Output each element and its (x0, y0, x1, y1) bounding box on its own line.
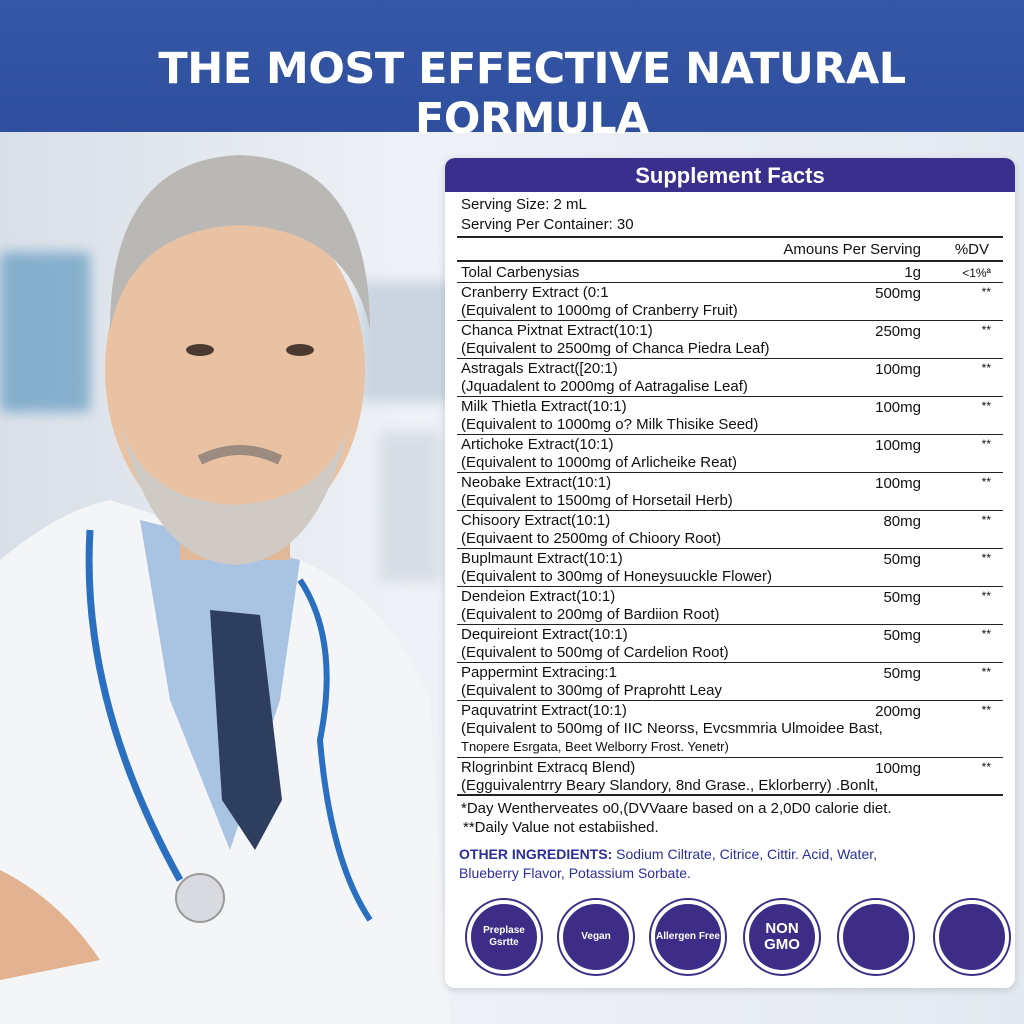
ingredient-name: Rlogrinbint Extracq Blend) (461, 759, 636, 776)
ingredient-row: Pappermint Extracing:1 (Equivalent to 30… (457, 663, 1003, 701)
ingredient-row: Dendeion Extract(10:1) (Equivalent to 20… (457, 587, 1003, 625)
ingredient-equivalent: (Equivalent to 500mg of IIC Neorss, Evcs… (461, 720, 883, 737)
ingredient-name: Paquvatrint Extract(10:1) (461, 702, 627, 719)
ingredient-row: Cranberry Extract (0:1 (Equivalent to 10… (457, 283, 1003, 321)
ingredient-dv: ** (981, 513, 991, 527)
ingredient-dv: ** (981, 323, 991, 337)
ingredient-dv: ** (981, 665, 991, 679)
nutrient-dv: <1%ª (962, 266, 991, 280)
panel-title: Supplement Facts (445, 158, 1015, 192)
non-gmo-seal-icon: NON GMO (745, 900, 819, 974)
ingredient-amount: 250mg (875, 323, 921, 340)
amount-header: Amouns Per Serving (783, 241, 921, 258)
ingredient-name: Cranberry Extract (0:1 (461, 284, 609, 301)
ingredient-equivalent: (Equivalent to 1500mg of Horsetail Herb) (461, 492, 733, 509)
ingredient-dv: ** (981, 589, 991, 603)
ingredient-row: Buplmaunt Extract(10:1) (Equivalent to 3… (457, 549, 1003, 587)
ingredient-dv: ** (981, 627, 991, 641)
ingredient-dv: ** (981, 551, 991, 565)
ingredient-row: Chisoory Extract(10:1) (Equivaent to 250… (457, 511, 1003, 549)
ingredient-amount: 100mg (875, 399, 921, 416)
ingredient-amount: 200mg (875, 703, 921, 720)
ingredient-amount: 100mg (875, 475, 921, 492)
ingredient-row: Rlogrinbint Extracq Blend) (Egguivalentr… (457, 758, 1003, 796)
ingredient-equivalent: (Equivalent to 300mg of Honeysuuckle Flo… (461, 568, 772, 585)
ingredient-row: Paquvatrint Extract(10:1) (Equivalent to… (457, 701, 1003, 758)
ingredient-equivalent: (Equivalent to 200mg of Bardiion Root) (461, 606, 720, 623)
total-carbs-row: Tolal Carbenysias 1g <1%ª (457, 262, 1003, 283)
ingredient-name: Astragals Extract([20:1) (461, 360, 618, 377)
premium-quality-seal-icon: Preplase Gsrtte (467, 900, 541, 974)
ingredient-amount: 50mg (883, 551, 921, 568)
ingredient-equivalent: (Equivaent to 2500mg of Chioory Root) (461, 530, 722, 547)
ingredient-amount: 100mg (875, 437, 921, 454)
other-ingredients-text: Sodium Ciltrate, Citrice, Cittir. Acid, … (612, 846, 878, 862)
ingredient-name: Chanca Pixtnat Extract(10:1) (461, 322, 653, 339)
doctor-photo (0, 155, 450, 1024)
gluten-free-seal-icon (839, 900, 913, 974)
ingredient-amount: 50mg (883, 627, 921, 644)
ingredient-name: Milk Thietla Extract(10:1) (461, 398, 627, 415)
ingredient-dv: ** (981, 361, 991, 375)
supplement-facts-panel: Supplement Facts Serving Size: 2 mL Serv… (445, 158, 1015, 988)
ingredient-name: Pappermint Extracing:1 (461, 664, 617, 681)
ingredient-name: Chisoory Extract(10:1) (461, 512, 611, 529)
ingredient-equivalent: (Equivalent to 1000mg of Cranberry Fruit… (461, 302, 738, 319)
supplement-seal-icon (935, 900, 1009, 974)
footnote-not-established: **Daily Value not estabiished. (463, 819, 659, 836)
ingredient-amount: 100mg (875, 760, 921, 777)
other-ingredients-label: OTHER INGREDIENTS: (459, 846, 613, 862)
ingredient-row: Chanca Pixtnat Extract(10:1) (Equivalent… (457, 321, 1003, 359)
ingredient-name: Artichoke Extract(10:1) (461, 436, 614, 453)
ingredient-amount: 50mg (883, 665, 921, 682)
nutrient-amount: 1g (904, 264, 921, 281)
ingredient-name: Dequireiont Extract(10:1) (461, 626, 628, 643)
other-ingredients-line2: Blueberry Flavor, Potassium Sorbate. (459, 865, 691, 881)
vegan-leaf-icon: Vegan (559, 900, 633, 974)
ingredient-equivalent: (Equivalent to 1000mg of Arlicheike Reat… (461, 454, 737, 471)
ingredient-amount: 50mg (883, 589, 921, 606)
ingredient-name: Buplmaunt Extract(10:1) (461, 550, 623, 567)
banner: THE MOST EFFECTIVE NATURAL FORMULA (0, 0, 1024, 144)
dv-header: %DV (954, 241, 989, 258)
serving-size: Serving Size: 2 mL (461, 196, 587, 213)
ingredient-dv: ** (981, 475, 991, 489)
ingredient-dv: ** (981, 437, 991, 451)
ingredient-equivalent: (Jquadalent to 2000mg of Aatragalise Lea… (461, 378, 748, 395)
ingredient-dv: ** (981, 760, 991, 774)
ingredient-row: Neobake Extract(10:1) (Equivalent to 150… (457, 473, 1003, 511)
ingredient-dv: ** (981, 285, 991, 299)
banner-title: THE MOST EFFECTIVE NATURAL FORMULA (158, 44, 906, 144)
ingredient-equivalent: (Equivalent to 1000mg o? Milk Thisike Se… (461, 416, 759, 433)
ingredient-row: Dequireiont Extract(10:1) (Equivalent to… (457, 625, 1003, 663)
other-ingredients: OTHER INGREDIENTS: Sodium Ciltrate, Citr… (459, 846, 877, 862)
allergen-free-seal-icon: Allergen Free (651, 900, 725, 974)
servings-per-container: Serving Per Container: 30 (461, 216, 634, 233)
ingredient-amount: 100mg (875, 361, 921, 378)
ingredient-name: Neobake Extract(10:1) (461, 474, 612, 491)
ingredient-amount: 80mg (883, 513, 921, 530)
ingredient-name: Dendeion Extract(10:1) (461, 588, 616, 605)
ingredient-equivalent: (Equivalent to 300mg of Praprohtt Leay (461, 682, 722, 699)
ingredient-amount: 500mg (875, 285, 921, 302)
ingredient-dv: ** (981, 703, 991, 717)
ingredient-row: Milk Thietla Extract(10:1) (Equivalent t… (457, 397, 1003, 435)
ingredient-dv: ** (981, 399, 991, 413)
ingredient-equivalent: (Equivalent to 500mg of Cardelion Root) (461, 644, 729, 661)
footnote-dv: *Day Wentherveates o0,(DVVaare based on … (461, 800, 892, 817)
ingredient-row: Artichoke Extract(10:1) (Equivalent to 1… (457, 435, 1003, 473)
ingredient-row: Astragals Extract([20:1) (Jquadalent to … (457, 359, 1003, 397)
nutrient-name: Tolal Carbenysias (461, 264, 580, 281)
ingredient-equivalent-cont: Tnopere Esrgata, Beet Welborry Frost. Ye… (461, 739, 729, 754)
ingredient-equivalent: (Egguivalentrry Beary Slandory, 8nd Gras… (461, 777, 879, 794)
ingredient-equivalent: (Equivalent to 2500mg of Chanca Piedra L… (461, 340, 770, 357)
